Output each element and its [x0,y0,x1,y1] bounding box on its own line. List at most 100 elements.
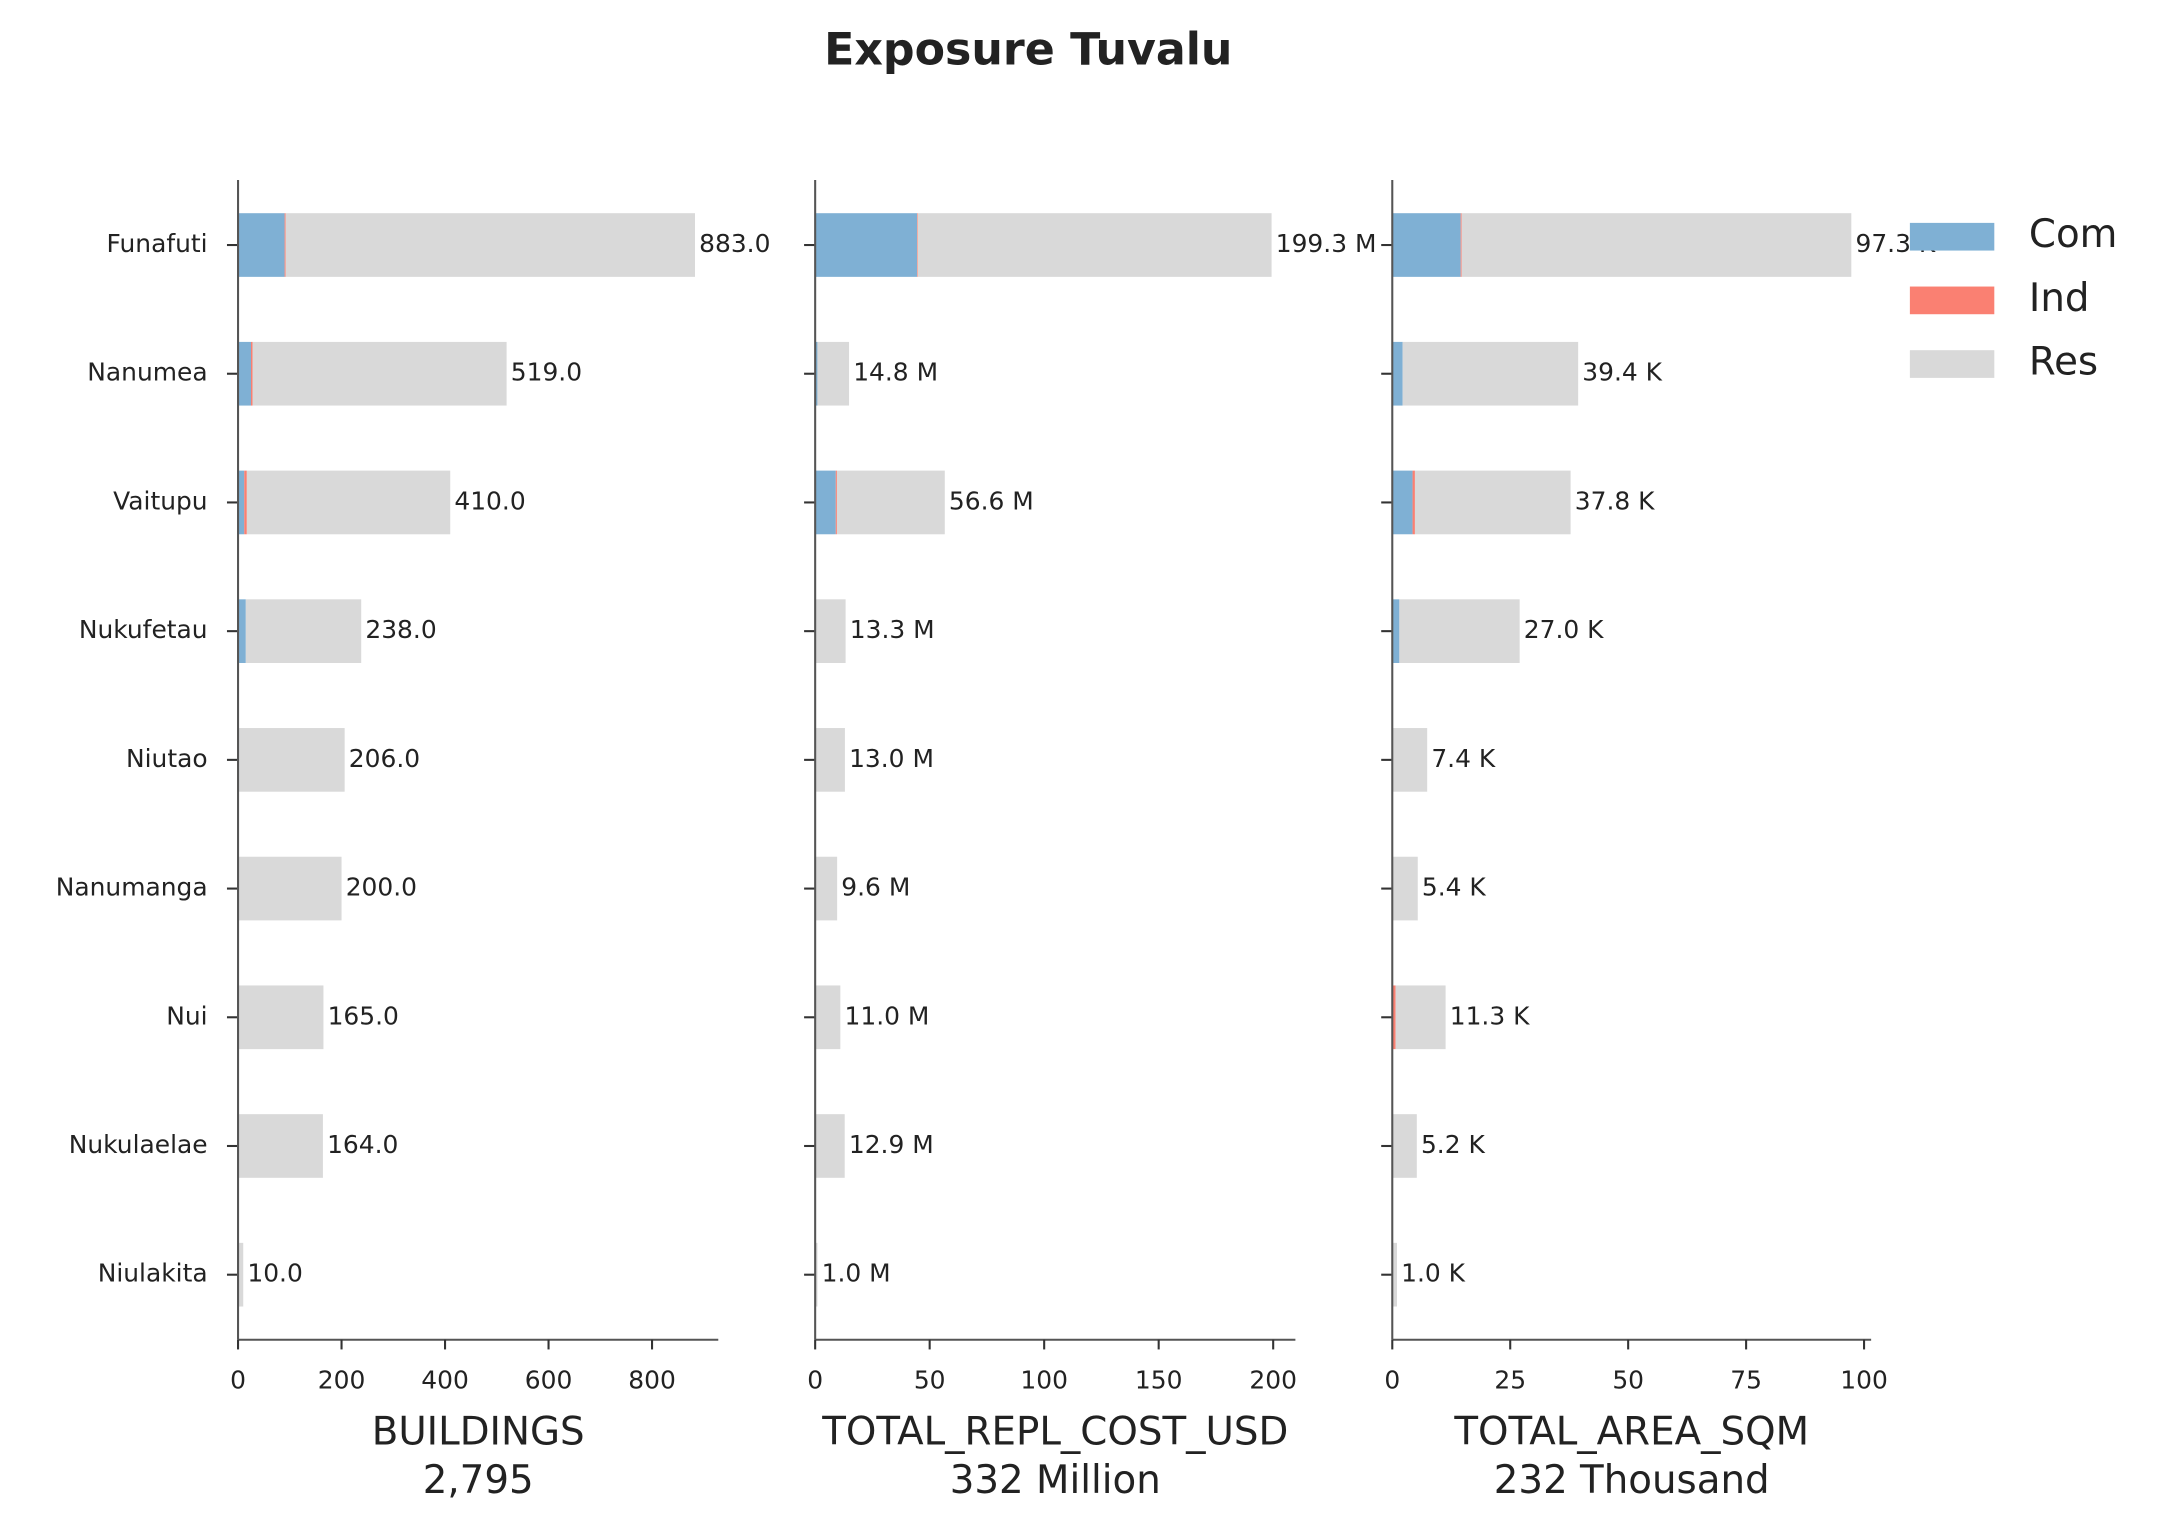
x-axis-label: TOTAL_REPL_COST_USD [821,1409,1288,1454]
value-label: 164.0 [327,1130,398,1159]
bar-segment [246,470,451,535]
value-label: 165.0 [328,1001,399,1030]
value-label: 10.0 [247,1259,302,1288]
value-label: 37.8 K [1575,486,1655,515]
bar-segment [1392,985,1396,1050]
bar-segment [815,341,818,406]
y-tick-label: Nanumanga [56,873,208,902]
value-label: 27.0 K [1524,615,1604,644]
value-label: 200.0 [346,873,417,902]
bar-segment [815,599,846,663]
y-tick-label: Vaitupu [113,486,207,515]
value-label: 14.8 M [853,358,938,387]
y-tick-label: Nukufetau [79,615,208,644]
legend-swatch [1909,286,1995,315]
bar-segment [815,728,845,792]
bar-segment [238,1242,244,1307]
value-label: 206.0 [349,744,420,773]
bar-segment [917,213,918,277]
legend-label: Com [2029,212,2118,257]
x-tick-label: 800 [628,1365,676,1394]
bar-segment [815,985,841,1050]
bar-segment [1392,599,1400,663]
bar-segment [238,856,342,921]
x-axis-subtitle: 232 Thousand [1494,1458,1770,1503]
bar-segment [1392,341,1403,406]
bar-segment [1460,213,1462,277]
y-tick-label: Nui [166,1001,207,1030]
bar-segment [815,1242,818,1307]
legend-label: Ind [2029,276,2090,321]
value-label: 5.2 K [1421,1130,1486,1159]
x-axis-subtitle: 2,795 [423,1458,534,1503]
value-label: 199.3 M [1276,229,1377,258]
bar-segment [815,1114,845,1178]
bar-segment [917,213,1272,277]
bar-segment [817,341,850,406]
bar-segment [835,470,837,535]
x-tick-label: 50 [914,1365,946,1394]
y-tick-label: Nanumea [87,358,207,387]
value-label: 11.0 M [845,1001,930,1030]
y-tick-label: Funafuti [107,229,208,258]
x-tick-label: 0 [807,1365,823,1394]
bar-segment [815,470,836,535]
x-tick-label: 150 [1135,1365,1183,1394]
bar-segment [239,728,345,792]
x-tick-label: 100 [1020,1365,1068,1394]
bar-segment [250,341,253,406]
value-label: 9.6 M [841,873,910,902]
bar-segment [1392,1242,1397,1307]
value-label: 11.3 K [1450,1001,1530,1030]
value-label: 39.4 K [1582,358,1662,387]
value-label: 1.0 K [1401,1259,1466,1288]
bar-segment [1461,213,1852,277]
bar-segment [252,341,507,406]
value-label: 12.9 M [849,1130,934,1159]
bar-segment [815,856,838,921]
bar-segment [1392,470,1413,535]
x-tick-label: 0 [230,1365,246,1394]
x-tick-label: 600 [525,1365,573,1394]
value-label: 7.4 K [1431,744,1496,773]
value-label: 238.0 [365,615,436,644]
x-tick-label: 200 [1249,1365,1297,1394]
legend-label: Res [2029,340,2098,385]
bar-segment [836,470,945,535]
bar-segment [815,213,918,277]
bar-segment [285,213,695,277]
bar-segment [284,213,286,277]
bar-segment [1392,728,1428,792]
x-tick-label: 75 [1730,1365,1762,1394]
x-tick-label: 25 [1494,1365,1526,1394]
bar-segment [238,470,245,535]
chart-title: Exposure Tuvalu [824,25,1232,76]
y-tick-label: Niulakita [98,1259,208,1288]
bar-segment [244,470,247,535]
bar-segment [238,213,285,277]
x-tick-label: 50 [1612,1365,1644,1394]
value-label: 13.0 M [849,744,934,773]
bar-segment [1402,341,1579,406]
bar-segment [238,1114,323,1178]
x-axis-subtitle: 332 Million [950,1458,1161,1503]
x-tick-label: 400 [421,1365,469,1394]
bar-segment [238,341,251,406]
value-label: 410.0 [454,486,525,515]
x-tick-label: 0 [1384,1365,1400,1394]
bar-segment [1412,470,1415,535]
legend-swatch [1909,222,1995,251]
y-tick-label: Nukulaelae [69,1130,208,1159]
value-label: 5.4 K [1422,873,1487,902]
bar-segment [1392,1114,1417,1178]
value-label: 56.6 M [949,486,1034,515]
bar-segment [1392,856,1418,921]
bar-segment [1414,470,1571,535]
legend-swatch [1909,350,1995,378]
x-axis-label: TOTAL_AREA_SQM [1453,1409,1809,1454]
value-label: 883.0 [699,229,770,258]
bar-segment [1399,599,1520,663]
value-label: 1.0 M [822,1259,891,1288]
bar-segment [238,985,324,1050]
